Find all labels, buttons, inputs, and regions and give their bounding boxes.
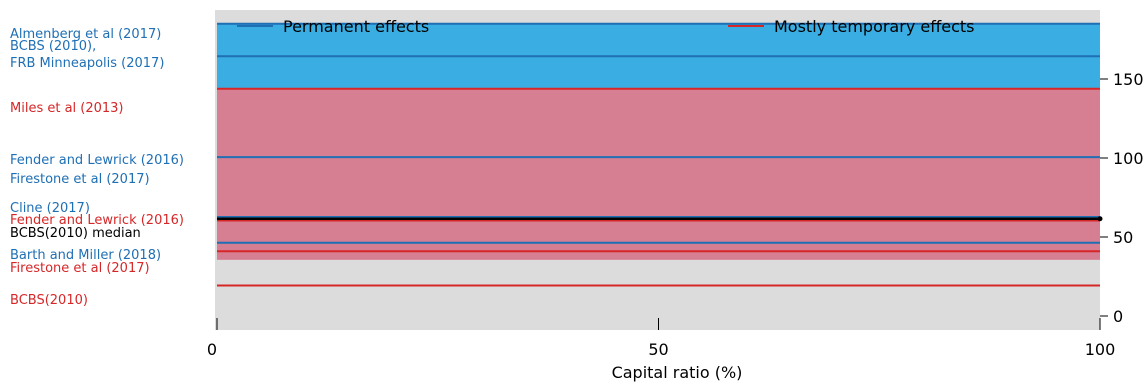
study-label-fender-and-lewrick-2016: Fender and Lewrick (2016) [10,213,184,228]
study-label-bcbs-2010-median: BCBS(2010) median [10,226,141,241]
bands [217,23,1100,260]
study-label-barth-and-miller-2018: Barth and Miller (2018) [10,248,161,263]
x-tick-label-0: 0 [207,340,217,359]
y-tick-label-0: 0 [1113,307,1123,326]
median-point [1097,216,1103,222]
study-label-almenberg-et-al-2017: Almenberg et al (2017) [10,27,161,42]
legend-label-permanent-effects: Permanent effects [283,17,429,36]
study-label-bcbs-2010-frb-minneapolis-2017: BCBS (2010), FRB Minneapolis (2017) [10,39,164,71]
y-axis: 0 50 100 150 [1100,70,1144,326]
x-axis-title: Capital ratio (%) [612,363,743,382]
study-labels: Almenberg et al (2017)BCBS (2010), FRB Mi… [10,27,184,308]
reference-lines [217,22,1103,287]
study-label-cline-2017: Cline (2017) [10,201,90,216]
study-label-miles-et-al-2013: Miles et al (2013) [10,101,124,116]
band-mostly-temporary-effects [217,88,1100,260]
y-tick-label-150: 150 [1113,70,1144,89]
x-tick-label-50: 50 [648,340,668,359]
x-tick-label-100: 100 [1085,340,1116,359]
study-label-fender-and-lewrick-2016: Fender and Lewrick (2016) [10,153,184,168]
legend: Permanent effects Mostly temporary effect… [237,17,974,36]
legend-label-mostly-temporary-effects: Mostly temporary effects [774,17,974,36]
study-label-firestone-et-al-2017: Firestone et al (2017) [10,261,150,276]
study-label-firestone-et-al-2017: Firestone et al (2017) [10,172,150,187]
y-tick-label-100: 100 [1113,149,1144,168]
study-label-bcbs-2010: BCBS(2010) [10,293,88,308]
y-tick-label-50: 50 [1113,228,1133,247]
x-axis: 0 50 100 [207,318,1115,359]
